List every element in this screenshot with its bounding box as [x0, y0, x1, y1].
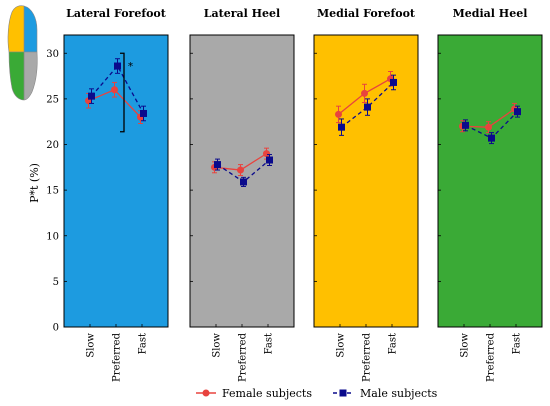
y-tick-label: 5 [53, 277, 59, 288]
series-female [335, 71, 394, 124]
x-tick-label: Preferred [486, 332, 497, 382]
x-tick-label: Fast [512, 333, 523, 354]
panel-title: Medial Forefoot [317, 7, 416, 20]
y-tick-label: 25 [46, 94, 59, 105]
data-point [462, 121, 469, 129]
data-point [364, 103, 371, 111]
legend-female-marker [202, 389, 210, 397]
legend-female-label: Female subjects [222, 387, 312, 400]
x-tick-label: Slow [86, 333, 97, 358]
panel-lateral-forefoot: Lateral Forefoot 0 5 10 15 20 25 30 Slow Preferre… [46, 7, 169, 382]
x-tick-label: Slow [212, 333, 223, 358]
data-point [488, 134, 495, 142]
series-male [88, 58, 147, 122]
panel-medial-forefoot: Medial Forefoot Slow Preferred Fast [313, 7, 419, 382]
x-tick-label: Fast [388, 333, 399, 354]
x-tick-label: Preferred [238, 332, 249, 382]
y-tick-label: 0 [53, 323, 59, 334]
data-point [514, 108, 521, 116]
data-point [338, 123, 345, 131]
x-tick-label: Preferred [362, 332, 373, 382]
series-male [214, 154, 273, 187]
data-point [240, 178, 247, 186]
foot-lateral-forefoot-region [23, 5, 38, 53]
data-point [335, 110, 342, 118]
legend-male-marker [339, 389, 347, 397]
panel-background [437, 34, 543, 328]
panels-group: Lateral Forefoot 0 5 10 15 20 25 30 Slow Preferre… [46, 7, 543, 382]
data-point [111, 86, 118, 94]
data-point [214, 161, 221, 169]
foot-lateral-heel-region [23, 51, 38, 101]
x-tick-label: Fast [138, 333, 149, 354]
data-point [237, 166, 244, 174]
panel-lateral-heel: Lateral Heel Slow Preferred Fast [189, 7, 295, 382]
series-male [338, 74, 397, 136]
foot-medial-forefoot-region [7, 5, 25, 53]
x-tick-label: Slow [460, 333, 471, 358]
legend-male-label: Male subjects [360, 387, 438, 400]
data-point [114, 62, 121, 70]
panel-background [63, 34, 169, 328]
foot-regions-icon [7, 5, 38, 101]
y-tick-label: 10 [46, 231, 59, 242]
data-point [140, 109, 147, 117]
data-point [485, 123, 492, 131]
series-line [341, 81, 394, 128]
x-tick-label: Preferred [112, 332, 123, 382]
y-tick-label: 30 [46, 49, 59, 60]
panel-medial-heel: Medial Heel Slow Preferred Fast [437, 7, 543, 382]
significance-bracket [120, 52, 125, 133]
series-female [211, 147, 270, 177]
data-point [361, 89, 368, 97]
panel-title: Medial Heel [453, 7, 528, 20]
panel-title: Lateral Forefoot [66, 7, 167, 20]
x-tick-label: Slow [336, 333, 347, 358]
data-point [88, 92, 95, 100]
data-point [266, 156, 273, 164]
data-point [263, 150, 270, 158]
panel-background [313, 34, 419, 328]
y-axis-label: P*t (%) [28, 163, 41, 203]
foot-medial-heel-region [8, 51, 25, 101]
legend: Female subjects Male subjects [196, 387, 438, 400]
x-tick-label: Fast [264, 333, 275, 354]
series-male [462, 105, 521, 145]
data-point [390, 78, 397, 86]
y-tick-label: 20 [46, 140, 59, 151]
significance-marker: * [128, 62, 133, 73]
panel-title: Lateral Heel [204, 7, 280, 20]
y-tick-label: 15 [46, 186, 59, 197]
